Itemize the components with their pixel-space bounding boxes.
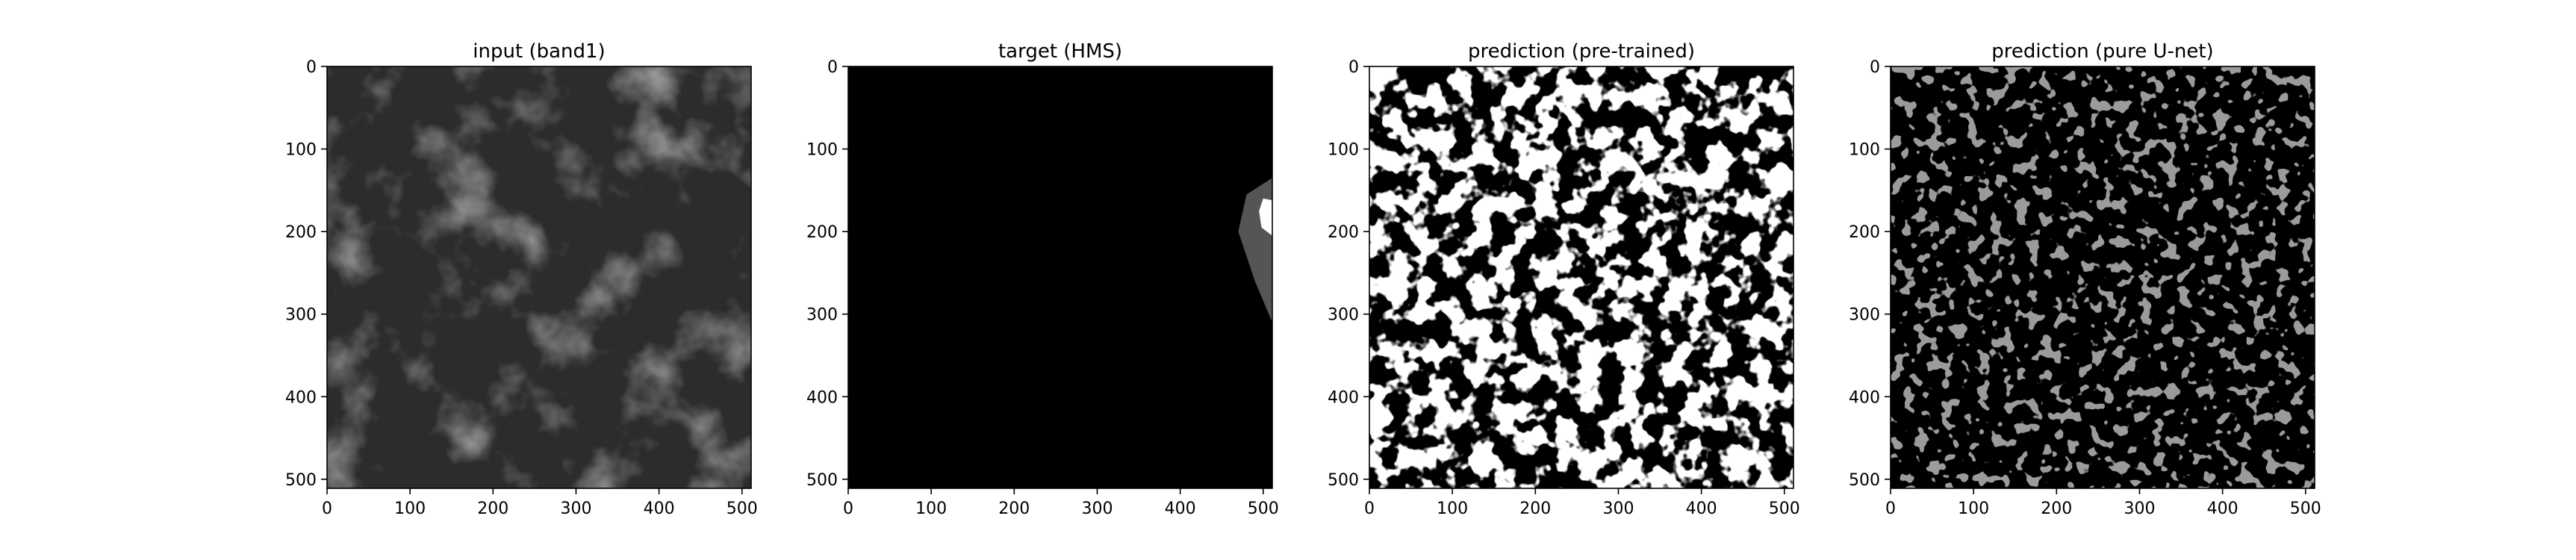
axes-frame bbox=[847, 66, 1273, 489]
y-tick-label: 0 bbox=[1870, 58, 1880, 77]
y-tick-label: 400 bbox=[1328, 388, 1359, 407]
y-tick-label: 100 bbox=[806, 141, 838, 160]
chart-title: input (band1) bbox=[473, 40, 605, 63]
x-tick-label: 500 bbox=[1769, 500, 1800, 518]
y-tick-label: 400 bbox=[806, 388, 838, 407]
prediction-specks bbox=[1891, 66, 2315, 488]
axes-frame bbox=[326, 66, 752, 489]
y-tick-label: 300 bbox=[1849, 306, 1880, 325]
x-tick-label: 200 bbox=[1519, 500, 1551, 518]
y-tick-label: 0 bbox=[306, 58, 317, 77]
panel-prediction-pure-unet: prediction (pure U-net) 0 100 200 300 400 500 0… bbox=[1849, 40, 2321, 518]
y-tick-label: 200 bbox=[1849, 223, 1880, 242]
image-area bbox=[1891, 66, 2315, 488]
y-tick-label: 300 bbox=[285, 306, 317, 325]
x-tick-label: 500 bbox=[727, 500, 758, 518]
x-tick-label: 300 bbox=[2124, 500, 2155, 518]
cloud-texture bbox=[327, 66, 751, 488]
y-tick-label: 100 bbox=[1328, 141, 1359, 160]
x-tick-label: 200 bbox=[998, 500, 1030, 518]
x-tick-label: 500 bbox=[1248, 500, 1279, 518]
x-tick-label: 500 bbox=[2290, 500, 2321, 518]
x-tick-label: 0 bbox=[1885, 500, 1896, 518]
smoke-region-white bbox=[1259, 198, 1272, 236]
x-tick-label: 0 bbox=[1364, 500, 1375, 518]
y-tick-label: 500 bbox=[806, 471, 838, 490]
y-tick-label: 500 bbox=[1849, 471, 1880, 490]
x-tick-label: 100 bbox=[394, 500, 426, 518]
axes-frame bbox=[1369, 66, 1794, 489]
x-tick-label: 100 bbox=[1958, 500, 1989, 518]
image-area bbox=[1369, 66, 1793, 488]
x-tick-label: 200 bbox=[477, 500, 508, 518]
y-tick-label: 200 bbox=[1328, 223, 1359, 242]
x-tick-label: 300 bbox=[1081, 500, 1113, 518]
panel-prediction-pretrained: prediction (pre-trained) 0 100 200 300 400 500… bbox=[1328, 40, 1800, 518]
x-tick-label: 300 bbox=[1602, 500, 1634, 518]
image-base bbox=[848, 66, 1272, 488]
x-tick-label: 400 bbox=[644, 500, 675, 518]
x-tick-label: 400 bbox=[1686, 500, 1717, 518]
x-tick-label: 300 bbox=[560, 500, 591, 518]
y-tick-label: 0 bbox=[827, 58, 838, 77]
x-tick-label: 100 bbox=[915, 500, 947, 518]
x-tick-label: 200 bbox=[2041, 500, 2072, 518]
chart-title: prediction (pure U-net) bbox=[1991, 40, 2213, 63]
image-area bbox=[848, 66, 1272, 488]
y-tick-label: 500 bbox=[285, 471, 317, 490]
x-tick-label: 0 bbox=[843, 500, 853, 518]
image-area bbox=[327, 66, 751, 488]
y-tick-label: 400 bbox=[285, 388, 317, 407]
x-tick-label: 100 bbox=[1437, 500, 1468, 518]
y-tick-label: 300 bbox=[1328, 306, 1359, 325]
y-tick-label: 100 bbox=[285, 141, 317, 160]
y-tick-label: 400 bbox=[1849, 388, 1880, 407]
y-tick-label: 300 bbox=[806, 306, 838, 325]
axes-frame bbox=[1890, 66, 2315, 489]
y-tick-label: 500 bbox=[1328, 471, 1359, 490]
x-tick-label: 400 bbox=[2207, 500, 2239, 518]
chart-title: target (HMS) bbox=[998, 40, 1122, 63]
y-tick-label: 200 bbox=[806, 223, 838, 242]
x-tick-label: 400 bbox=[1165, 500, 1196, 518]
x-tick-label: 0 bbox=[322, 500, 332, 518]
y-tick-label: 200 bbox=[285, 223, 317, 242]
y-tick-label: 100 bbox=[1849, 141, 1880, 160]
chart-title: prediction (pre-trained) bbox=[1468, 40, 1695, 63]
panel-input-band1: input (band1) 0 100 200 300 400 500 0 100 200 300 4… bbox=[285, 40, 758, 518]
prediction-blobs bbox=[1369, 66, 1793, 488]
panel-target-hms: target (HMS) 0 100 200 300 400 500 0 100 200 300 40… bbox=[806, 40, 1279, 518]
y-tick-label: 0 bbox=[1348, 58, 1359, 77]
